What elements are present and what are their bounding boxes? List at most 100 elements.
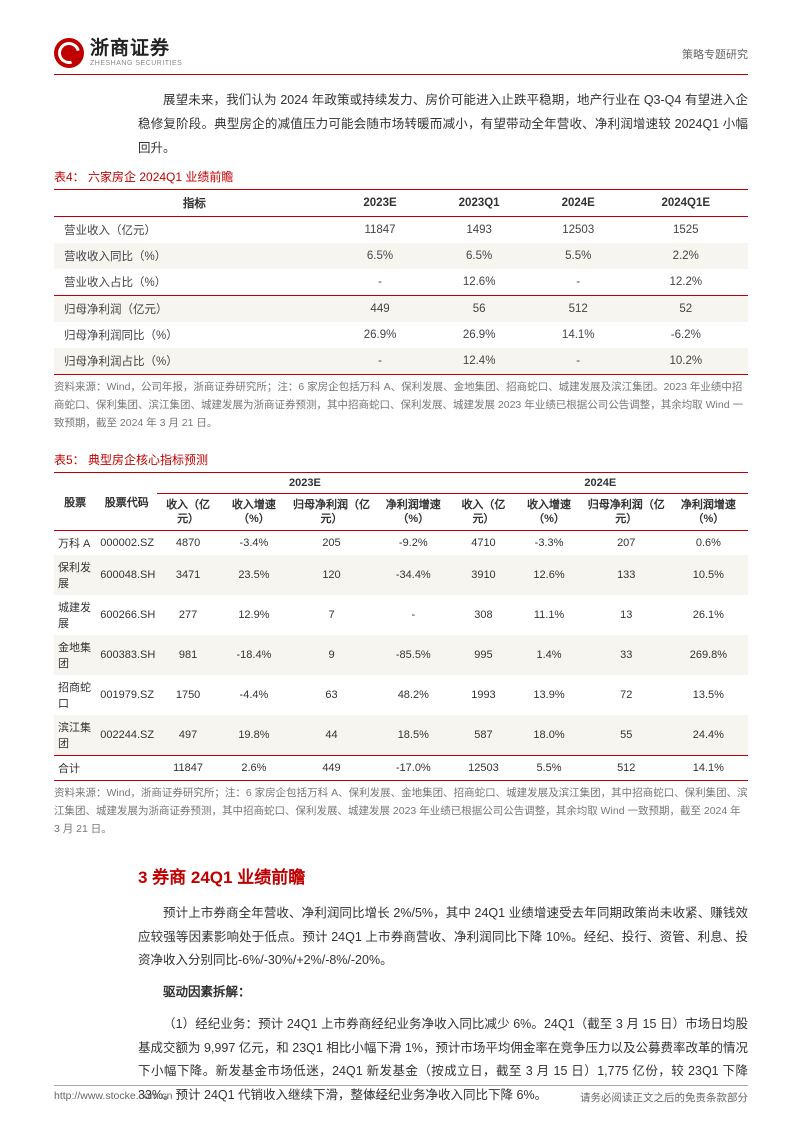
table5-cell: 城建发展 — [54, 595, 96, 635]
table5-cell: -18.4% — [219, 635, 289, 675]
table4-cell: 512 — [533, 296, 624, 323]
table5-cell: 308 — [453, 595, 515, 635]
table5-caption: 表5： 典型房企核心指标预测 — [54, 451, 748, 468]
table5-cell: 滨江集团 — [54, 715, 96, 756]
table5-row: 万科 A000002.SZ4870-3.4%205-9.2%4710-3.3%2… — [54, 531, 748, 556]
page-footer: http://www.stocke.com.cn 8/12 请务必阅读正文之后的… — [54, 1085, 748, 1105]
table5-cell: 13.5% — [669, 675, 748, 715]
table5-cell: 13 — [584, 595, 669, 635]
table4-row: 营收收入同比（%）6.5%6.5%5.5%2.2% — [54, 243, 748, 269]
footer-disclaimer: 请务必阅读正文之后的免责条款部分 — [580, 1090, 748, 1105]
table5-total-row: 合计118472.6%449-17.0%125035.5%51214.1% — [54, 756, 748, 781]
t5-sh3: 净利润增速（%） — [374, 493, 453, 531]
t5-gh0: 股票 — [54, 472, 96, 531]
table5-cell: 497 — [157, 715, 219, 756]
table4-header-row: 指标 2023E 2023Q1 2024E 2024Q1E — [54, 190, 748, 217]
table4-cell: 14.1% — [533, 322, 624, 348]
t5-sh6: 归母净利润（亿元） — [584, 493, 669, 531]
table5-cell: 995 — [453, 635, 515, 675]
table4-cell: - — [335, 269, 426, 296]
table4-row: 营业收入占比（%）-12.6%-12.2% — [54, 269, 748, 296]
table5-sub-row: 收入（亿元） 收入增速（%） 归母净利润（亿元） 净利润增速（%） 收入（亿元）… — [54, 493, 748, 531]
t5-sh7: 净利润增速（%） — [669, 493, 748, 531]
table5-row: 招商蛇口001979.SZ1750-4.4%6348.2%199313.9%72… — [54, 675, 748, 715]
table5-cell: -85.5% — [374, 635, 453, 675]
intro-paragraph: 展望未来，我们认为 2024 年政策或持续发力、房价可能进入止跌平稳期，地产行业… — [138, 89, 748, 160]
table4-cell: 26.9% — [335, 322, 426, 348]
table5-cell: 981 — [157, 635, 219, 675]
table4-source: 资料来源：Wind，公司年报，浙商证券研究所；注：6 家房企包括万科 A、保利发… — [54, 379, 748, 433]
table5-source: 资料来源：Wind，浙商证券研究所；注：6 家房企包括万科 A、保利发展、金地集… — [54, 785, 748, 839]
t5-gh1: 股票代码 — [96, 472, 157, 531]
t5-sh5: 收入增速（%） — [514, 493, 583, 531]
table4-cell: - — [533, 348, 624, 375]
table4-cell: 1493 — [425, 217, 533, 244]
table4-row: 归母净利润占比（%）-12.4%-10.2% — [54, 348, 748, 375]
table5-cell: 7 — [289, 595, 374, 635]
table5-cell: 512 — [584, 756, 669, 781]
footer-url: http://www.stocke.com.cn — [54, 1090, 172, 1105]
table5-cell: -3.4% — [219, 531, 289, 556]
table5-cell: -9.2% — [374, 531, 453, 556]
table5-cell: 24.4% — [669, 715, 748, 756]
table5-cell: - — [374, 595, 453, 635]
table5-cell: 10.5% — [669, 555, 748, 595]
table5-cell: 55 — [584, 715, 669, 756]
table5-cell: 5.5% — [514, 756, 583, 781]
table5-cell: 72 — [584, 675, 669, 715]
table5-cell: 3471 — [157, 555, 219, 595]
t5-sh0: 收入（亿元） — [157, 493, 219, 531]
table5-cell: 0.6% — [669, 531, 748, 556]
section3-subhead: 驱动因素拆解： — [138, 981, 748, 1005]
table5-cell: 1750 — [157, 675, 219, 715]
table4-cell: 6.5% — [335, 243, 426, 269]
table4-cell: 1525 — [624, 217, 748, 244]
section3-p1: 预计上市券商全年营收、净利润同比增长 2%/5%，其中 24Q1 业绩增速受去年… — [138, 902, 748, 973]
table5-cell: 19.8% — [219, 715, 289, 756]
table5-cell: -3.3% — [514, 531, 583, 556]
table5-cell: 14.1% — [669, 756, 748, 781]
table5-cell: 12503 — [453, 756, 515, 781]
table4-cell: 11847 — [335, 217, 426, 244]
table5-cell: 11.1% — [514, 595, 583, 635]
table5-cell: 44 — [289, 715, 374, 756]
table5-cell: 449 — [289, 756, 374, 781]
table5-row: 保利发展600048.SH347123.5%120-34.4%391012.6%… — [54, 555, 748, 595]
table5-group-row: 股票 股票代码 2023E 2024E — [54, 472, 748, 493]
table5-cell: 12.9% — [219, 595, 289, 635]
table4-cell: 12.2% — [624, 269, 748, 296]
table4-cell: 56 — [425, 296, 533, 323]
table5-cell: 000002.SZ — [96, 531, 157, 556]
table4-row: 归母净利润（亿元）4495651252 — [54, 296, 748, 323]
table5-cell: 万科 A — [54, 531, 96, 556]
table5-cell: 4870 — [157, 531, 219, 556]
table5-cell: 23.5% — [219, 555, 289, 595]
table5-row: 城建发展600266.SH27712.9%7-30811.1%1326.1% — [54, 595, 748, 635]
table5-cell: 48.2% — [374, 675, 453, 715]
table4-cell: 归母净利润同比（%） — [54, 322, 335, 348]
table5-cell: 2.6% — [219, 756, 289, 781]
table5-cell: 11847 — [157, 756, 219, 781]
table5-cell: 13.9% — [514, 675, 583, 715]
table5-cell: 63 — [289, 675, 374, 715]
table4-cell: 12.4% — [425, 348, 533, 375]
table5-cell: 金地集团 — [54, 635, 96, 675]
table4-h2: 2023Q1 — [425, 190, 533, 217]
t5-gh2: 2023E — [157, 472, 452, 493]
table5-cell: 33 — [584, 635, 669, 675]
table4-cell: 归母净利润占比（%） — [54, 348, 335, 375]
table4-cell: - — [335, 348, 426, 375]
table5-cell: -34.4% — [374, 555, 453, 595]
table5-cell: 保利发展 — [54, 555, 96, 595]
table5-cell: 120 — [289, 555, 374, 595]
table4-cell: 归母净利润（亿元） — [54, 296, 335, 323]
table4-h1: 2023E — [335, 190, 426, 217]
footer-page: 8/12 — [366, 1090, 386, 1105]
table5-cell: 133 — [584, 555, 669, 595]
table4-row: 归母净利润同比（%）26.9%26.9%14.1%-6.2% — [54, 322, 748, 348]
table4-cell: 营业收入占比（%） — [54, 269, 335, 296]
table5-cell: 600383.SH — [96, 635, 157, 675]
table4-h4: 2024Q1E — [624, 190, 748, 217]
table4-caption: 表4： 六家房企 2024Q1 业绩前瞻 — [54, 168, 748, 185]
table5-cell: 1.4% — [514, 635, 583, 675]
